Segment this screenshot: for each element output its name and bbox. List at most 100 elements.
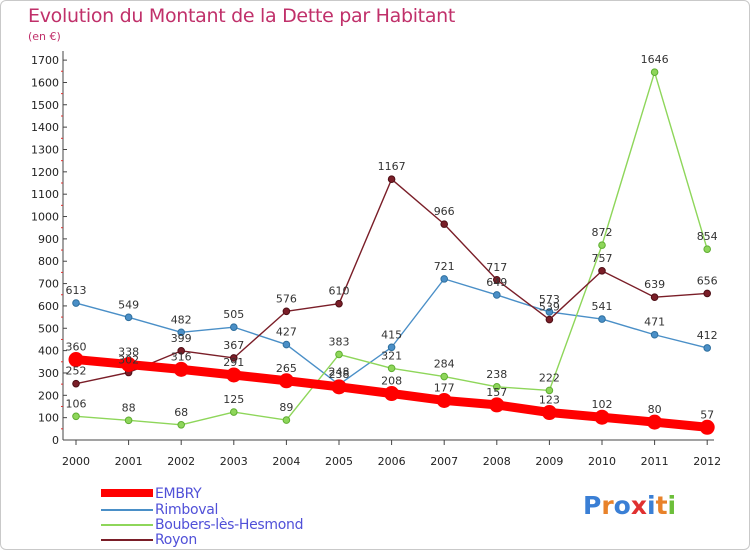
x-tick-label: 2006 [378, 455, 406, 468]
legend-item-royon: Royon [101, 532, 401, 549]
legend-label-boubers: Boubers-lès-Hesmond [155, 517, 304, 533]
x-tick-label: 2010 [588, 455, 616, 468]
y-tick-label: 1200 [31, 166, 59, 179]
data-point-embry [699, 419, 715, 435]
data-label-royon: 539 [539, 301, 560, 314]
data-label-embry: 338 [118, 345, 139, 358]
data-point-boubers [230, 408, 238, 416]
data-point-embry [68, 352, 84, 368]
data-point-boubers [124, 416, 133, 425]
data-point-royon [493, 275, 501, 284]
data-label-rimboval: 248 [329, 366, 350, 379]
data-point-embry [436, 392, 452, 408]
data-point-rimboval [177, 328, 185, 337]
proxiti-logo: Proxiti [583, 491, 676, 520]
data-point-boubers [177, 421, 185, 429]
x-tick-label: 2002 [167, 455, 195, 468]
data-label-embry: 123 [539, 394, 560, 407]
data-label-embry: 265 [276, 362, 297, 375]
data-point-rimboval [124, 313, 133, 322]
x-tick-label: 2000 [62, 455, 90, 468]
data-point-embry [173, 361, 189, 377]
data-point-boubers [440, 372, 449, 381]
logo-letter: r [601, 491, 614, 520]
data-point-royon [703, 289, 712, 298]
legend-label-embry: EMBRY [155, 486, 202, 502]
y-tick-label: 300 [38, 367, 59, 380]
data-label-boubers: 872 [592, 226, 613, 239]
y-tick-label: 100 [38, 412, 59, 425]
data-label-boubers: 222 [539, 371, 560, 384]
data-point-boubers [282, 416, 291, 424]
data-point-rimboval [282, 340, 291, 349]
data-label-royon: 610 [329, 285, 350, 298]
data-label-rimboval: 482 [171, 313, 192, 326]
data-point-rimboval [545, 308, 554, 316]
y-tick-label: 200 [38, 389, 59, 402]
data-point-embry [489, 397, 505, 413]
y-tick-label: 1000 [31, 211, 59, 224]
logo-letter: o [613, 491, 631, 520]
data-point-royon [335, 299, 343, 308]
data-point-embry [647, 414, 663, 430]
data-point-rimboval [72, 299, 80, 307]
x-tick-label: 2007 [430, 455, 458, 468]
x-tick-label: 2011 [641, 455, 669, 468]
data-point-royon [177, 347, 185, 355]
data-label-royon: 367 [223, 339, 244, 352]
data-label-royon: 966 [434, 205, 455, 218]
logo-letter: i [647, 491, 656, 520]
data-label-rimboval: 541 [592, 300, 613, 313]
logo-letter: P [583, 491, 602, 520]
data-point-boubers [650, 68, 659, 76]
x-tick-label: 2009 [535, 455, 563, 468]
data-label-royon: 717 [486, 261, 507, 274]
data-point-embry [331, 379, 347, 395]
data-label-rimboval: 412 [697, 329, 718, 342]
data-point-embry [121, 356, 137, 372]
data-label-rimboval: 415 [381, 328, 402, 341]
data-label-embry: 238 [329, 368, 350, 381]
y-tick-label: 900 [38, 233, 59, 246]
data-label-rimboval: 613 [66, 284, 87, 297]
data-point-royon [440, 220, 449, 228]
data-point-boubers [387, 364, 396, 373]
x-tick-label: 2003 [220, 455, 248, 468]
data-label-embry: 291 [223, 356, 244, 369]
y-tick-label: 1100 [31, 188, 59, 201]
data-label-rimboval: 649 [486, 276, 507, 289]
legend-label-royon: Royon [155, 532, 197, 548]
data-label-boubers: 854 [697, 230, 718, 243]
data-label-boubers: 383 [329, 335, 350, 348]
legend-swatch-embry [101, 489, 153, 497]
data-label-royon: 302 [118, 354, 139, 367]
x-tick-label: 2012 [693, 455, 721, 468]
data-point-royon [282, 307, 291, 316]
data-point-rimboval [493, 291, 501, 299]
data-label-royon: 1167 [378, 160, 406, 173]
data-label-embry: 157 [486, 386, 507, 399]
y-tick-label: 700 [38, 278, 59, 291]
data-point-rimboval [387, 343, 396, 352]
data-label-boubers: 238 [486, 368, 507, 381]
data-label-boubers: 68 [174, 406, 188, 419]
y-tick-label: 800 [38, 255, 59, 268]
data-point-rimboval [230, 323, 238, 331]
data-label-boubers: 1646 [641, 53, 669, 66]
logo-letter: i [667, 491, 677, 520]
data-point-royon [650, 293, 659, 302]
data-label-rimboval: 427 [276, 326, 297, 339]
y-tick-label: 1700 [31, 54, 59, 67]
data-label-boubers: 89 [279, 401, 293, 414]
x-tick-label: 2005 [325, 455, 353, 468]
data-point-embry [594, 409, 610, 425]
legend-swatch-royon [101, 539, 153, 541]
y-tick-label: 1500 [31, 99, 59, 112]
data-label-rimboval: 505 [223, 308, 244, 321]
data-point-boubers [493, 383, 501, 391]
data-label-royon: 576 [276, 292, 297, 305]
data-point-rimboval [440, 275, 449, 283]
data-point-royon [230, 354, 238, 362]
